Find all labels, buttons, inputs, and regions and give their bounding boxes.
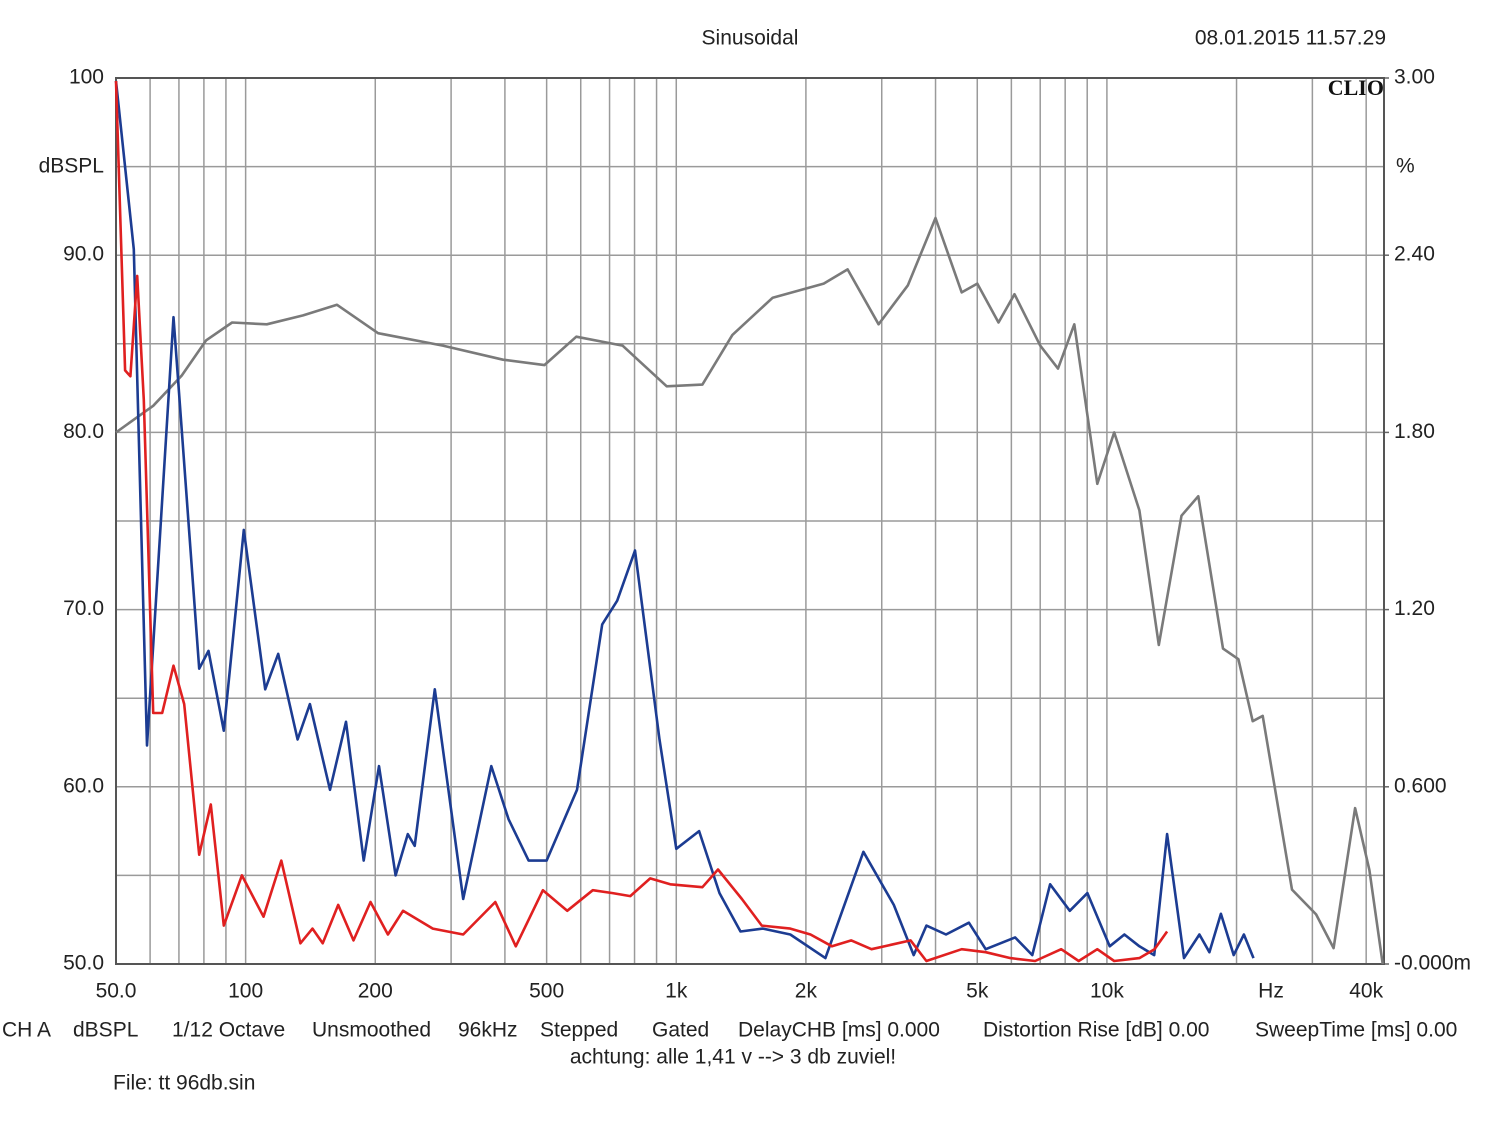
y-tick-label: 90.0: [63, 243, 104, 266]
x-tick-label: 50.0: [96, 980, 137, 1003]
series-line: [114, 80, 1255, 960]
y2-tick-label: 2.40: [1394, 243, 1435, 266]
logo: CLIO: [1328, 75, 1384, 100]
y-tick-label: 100: [69, 66, 104, 89]
x-axis-unit: Hz: [1258, 980, 1284, 1003]
setting: DelayCHB [ms] 0.000: [738, 1019, 940, 1042]
y-tick-label: 50.0: [63, 952, 104, 975]
setting: Gated: [652, 1019, 709, 1042]
x-tick-label: 100: [228, 980, 263, 1003]
setting: dBSPL: [73, 1019, 138, 1042]
y2-tick-label: 0.600: [1394, 774, 1447, 797]
chart-title: Sinusoidal: [702, 27, 799, 50]
y2-tick-label: -0.000m: [1394, 952, 1471, 975]
plot-frame: [115, 77, 1385, 965]
note: achtung: alle 1,41 v --> 3 db zuviel!: [570, 1046, 896, 1069]
x-tick-label: 1k: [665, 980, 688, 1003]
setting: SweepTime [ms] 0.00: [1255, 1019, 1457, 1042]
setting: Unsmoothed: [312, 1019, 431, 1042]
setting: Distortion Rise [dB] 0.00: [983, 1019, 1209, 1042]
x-tick-label: 5k: [966, 980, 989, 1003]
setting: 1/12 Octave: [172, 1019, 285, 1042]
y-tick-label: 60.0: [63, 774, 104, 797]
timestamp: 08.01.2015 11.57.29: [1195, 27, 1386, 50]
y2-axis-label: %: [1396, 155, 1415, 178]
series-line: [115, 216, 1384, 965]
y2-tick-label: 1.80: [1394, 420, 1435, 443]
y-axis-label: dBSPL: [39, 155, 104, 178]
setting: 96kHz: [458, 1019, 518, 1042]
setting: CH A: [2, 1019, 51, 1042]
x-tick-label: 2k: [795, 980, 818, 1003]
setting: Stepped: [540, 1019, 618, 1042]
x-tick-label: 200: [358, 980, 393, 1003]
x-tick-label: 500: [529, 980, 564, 1003]
series-line: [114, 80, 1169, 963]
y-tick-label: 80.0: [63, 420, 104, 443]
y2-tick-label: 3.00: [1394, 66, 1435, 89]
y-tick-label: 70.0: [63, 597, 104, 620]
x-tick-label: 10k: [1090, 980, 1124, 1003]
y2-tick-label: 1.20: [1394, 597, 1435, 620]
file-name: File: tt 96db.sin: [113, 1072, 255, 1095]
x-tick-label: 40k: [1349, 980, 1383, 1003]
